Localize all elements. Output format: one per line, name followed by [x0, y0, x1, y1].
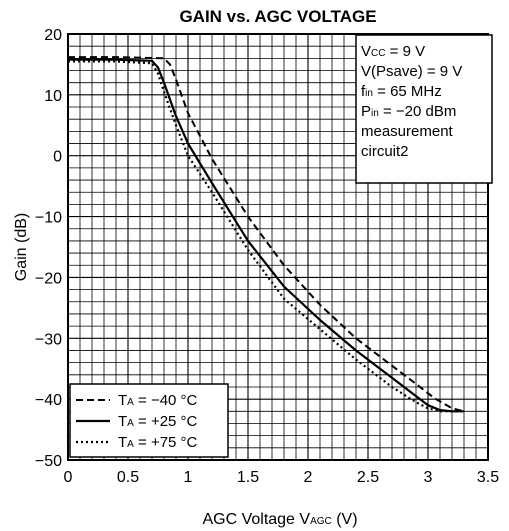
- condition-line: Pin = −20 dBm: [361, 103, 456, 120]
- y-tick-label: −20: [35, 270, 62, 287]
- legend-label-2: TA = +25 °C: [118, 413, 198, 430]
- y-tick-label: −40: [35, 392, 62, 409]
- x-tick-label: 2: [304, 469, 313, 486]
- x-axis-label-sub: AGC: [310, 516, 332, 527]
- x-tick-labels: 0 0.5 1 1.5 2 2.5 3 3.5: [64, 469, 500, 486]
- condition-line: fin = 65 MHz: [361, 83, 442, 100]
- condition-line: measurement: [361, 123, 454, 140]
- y-tick-label: −30: [35, 331, 62, 348]
- condition-line: circuit2: [361, 143, 409, 160]
- legend-label-3: TA = +75 °C: [118, 434, 198, 451]
- y-axis-label: Gain (dB): [13, 213, 30, 281]
- grid: [68, 34, 488, 460]
- x-tick-label: 0: [64, 469, 73, 486]
- conditions-box-frame: [355, 34, 493, 184]
- y-tick-label: 20: [44, 27, 62, 44]
- chart-title: GAIN vs. AGC VOLTAGE: [179, 7, 376, 26]
- legend-label-1: TA = −40 °C: [118, 392, 198, 409]
- x-tick-label: 1: [184, 469, 193, 486]
- x-axis-label: AGC Voltage VAGC (V): [202, 511, 357, 528]
- series-line-2: [68, 58, 464, 413]
- series-line-3: [68, 60, 464, 413]
- series-line-1: [68, 56, 465, 413]
- series-lines: [68, 56, 465, 413]
- y-tick-label: −10: [35, 210, 62, 227]
- conditions-box: VCC = 9 V V(Psave) = 9 V fin = 65 MHz Pin =…: [355, 34, 493, 184]
- x-tick-label: 3.5: [477, 469, 499, 486]
- x-tick-label: 1.5: [237, 469, 259, 486]
- condition-line: VCC = 9 V: [361, 43, 425, 60]
- condition-line: V(Psave) = 9 V: [361, 63, 462, 80]
- y-tick-label: 0: [53, 149, 62, 166]
- x-axis-label-main: AGC Voltage V: [202, 511, 310, 528]
- x-tick-label: 3: [424, 469, 433, 486]
- y-tick-label: 10: [44, 88, 62, 105]
- x-tick-label: 0.5: [117, 469, 139, 486]
- plot-area-frame: [67, 33, 489, 461]
- legend: TA = −40 °C TA = +25 °C TA = +75 °C: [69, 383, 229, 458]
- x-axis-label-unit: (V): [332, 511, 358, 528]
- y-tick-label: −50: [35, 453, 62, 470]
- x-tick-label: 2.5: [357, 469, 379, 486]
- y-tick-labels: 20 10 0 −10 −20 −30 −40 −50: [35, 27, 62, 470]
